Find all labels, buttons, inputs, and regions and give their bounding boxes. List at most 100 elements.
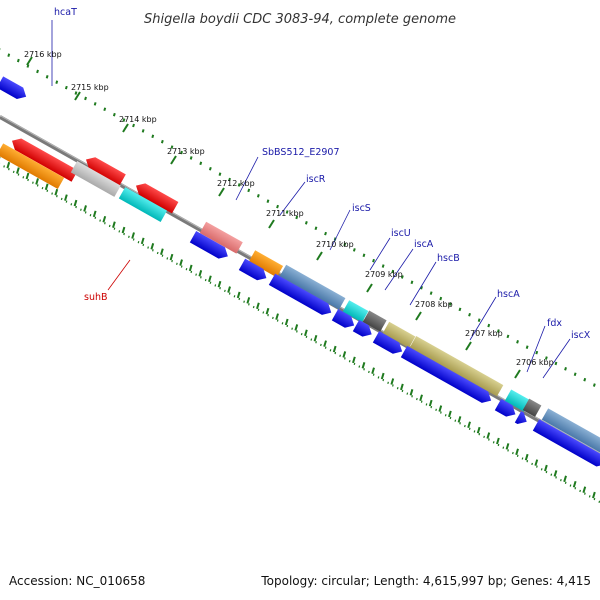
tick-mark: [304, 329, 308, 337]
feature-blue-3: [268, 273, 332, 315]
tick-mark: [41, 186, 44, 190]
label-line-hsca: [469, 296, 497, 341]
tick-mark: [400, 383, 404, 391]
feature-blue-7-shape: [400, 345, 492, 403]
tick-mark: [353, 362, 356, 366]
tick-mark: [150, 243, 155, 250]
tick-mark: [8, 168, 10, 171]
tick-mark: [368, 370, 370, 374]
tick-mark: [208, 166, 212, 171]
tick-mark: [545, 470, 548, 474]
tick-mark: [563, 475, 567, 483]
feature-red-1: [12, 138, 78, 182]
tick-mark: [35, 178, 39, 185]
tick-mark: [401, 389, 404, 393]
gene-label-iscx: iscX: [571, 330, 591, 341]
tick-mark: [332, 345, 337, 353]
scale-labels: 2716 kbp 2715 kbp 2714 kbp 2713 kbp 2712…: [24, 50, 554, 379]
gene-label-suhb: suhB: [84, 292, 108, 303]
tick-mark: [487, 323, 491, 328]
tick-mark: [458, 307, 462, 312]
tick-mark: [93, 102, 97, 106]
tick-mark: [219, 286, 221, 290]
tick-mark: [459, 422, 461, 425]
tick-mark: [36, 184, 39, 187]
tick-mark: [305, 335, 308, 339]
tick-mark: [209, 281, 212, 284]
tick-mark: [243, 300, 245, 303]
scale-label-2715: 2715 kbp: [71, 83, 109, 92]
feature-blue-4: [331, 309, 355, 328]
feature-hcat-shape: [0, 76, 27, 99]
feature-steel-2: [541, 408, 600, 455]
tick-mark: [392, 384, 394, 387]
tick-mark: [166, 257, 169, 260]
tick-mark: [64, 85, 68, 90]
tick-mark: [44, 183, 49, 191]
tick-mark: [137, 241, 140, 244]
tick-mark: [400, 275, 404, 279]
feature-iscx: [522, 398, 542, 417]
tick-mark: [339, 354, 341, 357]
tick-mark: [502, 446, 505, 449]
tick-mark: [425, 403, 428, 406]
gene-label-iscr: iscR: [306, 174, 326, 185]
tick-mark: [64, 194, 68, 201]
tick-rows: [0, 48, 600, 503]
tick-mark: [89, 213, 92, 217]
feature-isca: [362, 310, 387, 332]
tick-mark: [121, 226, 126, 234]
tick-mark: [267, 314, 269, 317]
tick-mark: [84, 96, 87, 101]
tick-mark: [544, 464, 548, 472]
tick-mark: [272, 316, 274, 320]
scale-tick: [316, 251, 323, 261]
tick-mark: [569, 484, 572, 487]
tick-mark: [526, 460, 529, 463]
feature-iscr-shape: [248, 250, 284, 278]
tick-mark: [214, 284, 217, 287]
scale-tick: [122, 123, 129, 133]
scale-label-2716: 2716 kbp: [24, 50, 62, 59]
tick-mark: [439, 296, 443, 301]
feature-blue-8: [494, 398, 516, 417]
tick-mark: [131, 232, 135, 239]
tick-mark: [92, 210, 97, 218]
tick-mark: [265, 307, 270, 315]
tick-mark: [358, 365, 361, 368]
feature-fdx: [504, 389, 531, 412]
tick-mark: [584, 492, 586, 495]
tick-mark: [218, 172, 222, 176]
tick-mark: [45, 75, 49, 79]
tick-mark: [448, 410, 452, 418]
feature-hscb: [382, 321, 416, 348]
tick-mark: [17, 173, 20, 176]
tick-mark: [588, 495, 591, 498]
tick-mark: [416, 397, 418, 401]
scale-tick: [465, 341, 472, 351]
tick-mark: [169, 253, 174, 261]
label-line-suhb: [107, 259, 131, 291]
tick-mark: [371, 367, 375, 374]
gene-label-iscs: iscS: [352, 203, 371, 214]
tick-mark: [512, 451, 514, 455]
tick-mark: [266, 199, 270, 203]
tick-mark: [262, 311, 265, 314]
tick-mark: [516, 454, 519, 457]
feature-red-1-shape: [12, 138, 78, 182]
tick-mark: [372, 373, 375, 376]
tick-mark: [506, 334, 510, 339]
label-line-iscs: [329, 209, 351, 251]
feature-iscs-shape: [279, 264, 346, 310]
tick-mark: [483, 435, 485, 439]
tick-mark: [132, 123, 135, 128]
tick-mark: [248, 303, 250, 306]
tick-mark: [204, 278, 207, 282]
tick-mark: [592, 383, 596, 387]
gene-label-iscu: iscU: [391, 228, 411, 239]
tick-mark: [54, 188, 59, 196]
tick-mark: [334, 351, 337, 355]
feature-hsca-shape: [409, 335, 504, 397]
tick-mark: [195, 273, 197, 276]
tick-mark: [554, 361, 558, 366]
